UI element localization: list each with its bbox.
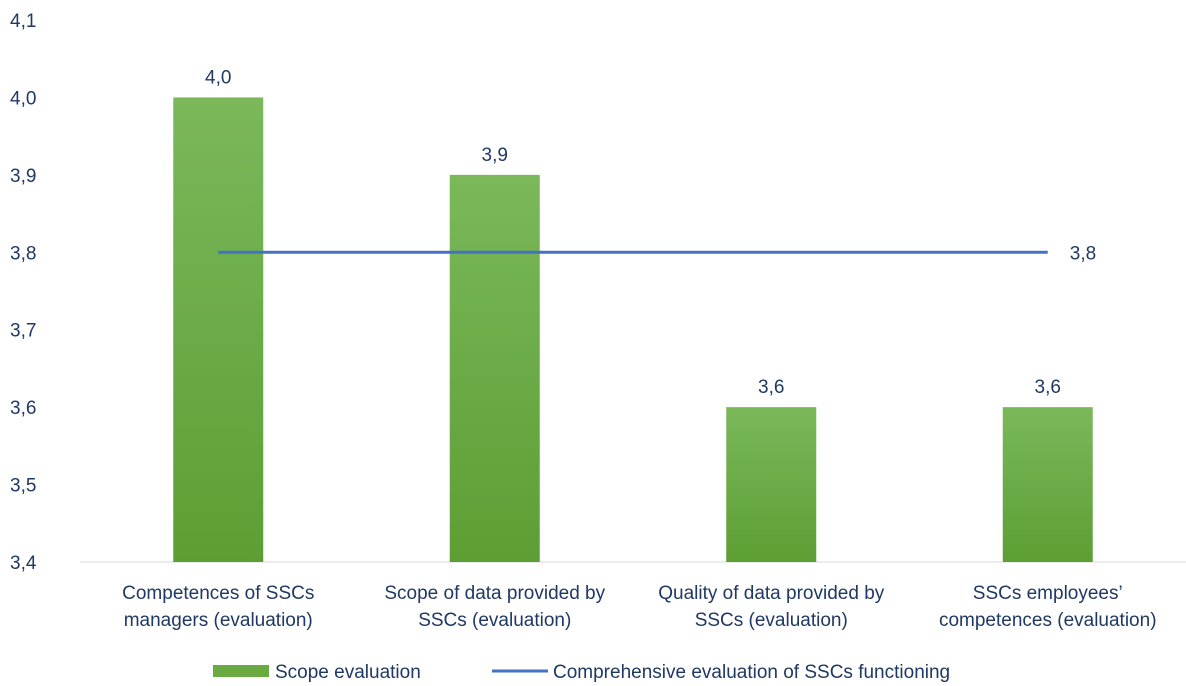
bar-data-label: 3,6 — [758, 377, 784, 398]
y-tick-label: 3,7 — [10, 321, 36, 342]
bar — [173, 97, 264, 562]
y-tick-label: 3,4 — [10, 553, 37, 574]
y-tick-label: 4,1 — [10, 11, 36, 32]
line-series: 3,8 — [218, 243, 1096, 264]
y-tick-label: 3,8 — [10, 243, 36, 264]
x-category-label: Scope of data provided by SSCs (evaluatio… — [384, 583, 605, 631]
bar — [1002, 407, 1093, 562]
bar-series: 4,0 3,9 3,6 3,6 — [173, 67, 1093, 562]
line-data-label: 3,8 — [1070, 243, 1096, 264]
bar — [449, 174, 540, 562]
legend-label-comprehensive: Comprehensive evaluation of SSCs functio… — [553, 662, 950, 683]
x-category-label: Quality of data provided by SSCs (evaluat… — [658, 583, 885, 631]
legend-swatch-bar — [213, 665, 269, 677]
legend: Scope evaluation Comprehensive evaluation… — [213, 662, 950, 683]
bar — [726, 407, 817, 562]
legend-label-scope: Scope evaluation — [275, 662, 421, 683]
y-tick-label: 4,0 — [10, 88, 36, 109]
y-tick-label: 3,6 — [10, 398, 36, 419]
bar-data-label: 3,9 — [482, 145, 508, 166]
x-category-label: SSCs employees’ competences (evaluation) — [939, 583, 1157, 631]
y-tick-label: 3,9 — [10, 166, 36, 187]
x-axis-categories: Competences of SSCs managers (evaluation)… — [122, 583, 1156, 631]
bar-data-label: 3,6 — [1035, 377, 1061, 398]
y-axis: 3,4 3,5 3,6 3,7 3,8 3,9 4,0 4,1 — [10, 11, 1186, 574]
x-category-label: Competences of SSCs managers (evaluation) — [122, 583, 314, 631]
bar-data-label: 4,0 — [205, 67, 231, 88]
y-tick-label: 3,5 — [10, 476, 36, 497]
